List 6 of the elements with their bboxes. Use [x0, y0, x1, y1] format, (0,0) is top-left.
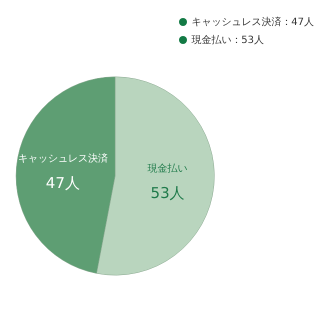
data-label: 47人 — [46, 174, 80, 192]
text: 現金払い：53人 — [191, 34, 264, 47]
slice-label: 現金払い — [148, 162, 188, 174]
data-label: 53人 — [150, 184, 185, 202]
slice-label: キャッシュレス決済 — [18, 152, 108, 165]
text: キャッシュレス決済：47人 — [191, 16, 314, 29]
